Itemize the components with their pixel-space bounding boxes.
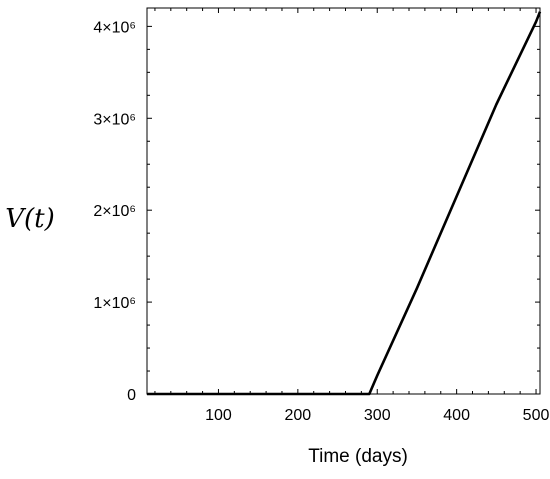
x-axis-ticks: 100 200 300 400 500 (154, 8, 550, 424)
x-tick-label: 300 (364, 407, 391, 424)
x-axis-label: Time (days) (308, 446, 408, 467)
y-tick-label: 3×10⁶ (93, 111, 136, 128)
x-tick-label: 200 (284, 407, 311, 424)
x-tick-label: 400 (443, 407, 470, 424)
plot-border (146, 7, 541, 395)
y-tick-label: 2×10⁶ (93, 203, 136, 220)
y-axis-label: V(t) (5, 204, 55, 234)
plot-frame (146, 7, 541, 395)
series-group (147, 11, 542, 396)
x-tick-label: 500 (523, 407, 550, 424)
y-axis-ticks: 0 1×10⁶ 2×10⁶ 3×10⁶ 4×10⁶ (93, 19, 540, 404)
y-tick-label: 1×10⁶ (93, 295, 136, 312)
y-tick-label: 4×10⁶ (93, 19, 136, 36)
y-tick-label: 0 (127, 387, 136, 404)
x-tick-label: 100 (205, 407, 232, 424)
series-line-0 (147, 11, 542, 396)
